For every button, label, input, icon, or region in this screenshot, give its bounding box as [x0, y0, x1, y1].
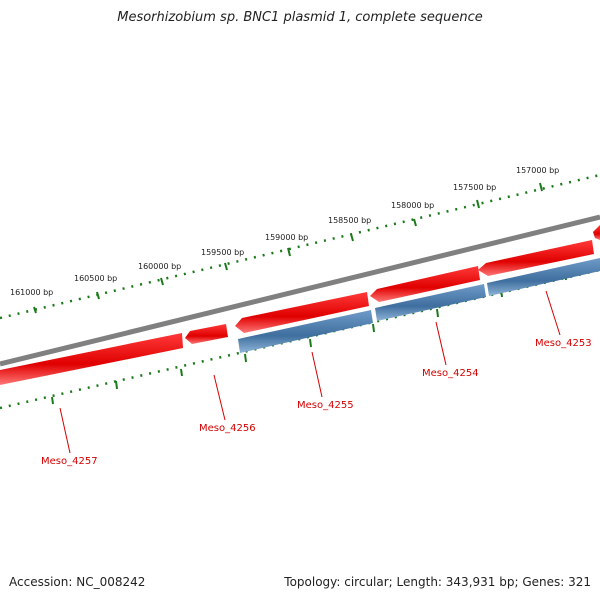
- gene-arrow-edge[interactable]: [593, 225, 600, 240]
- gene-arrow-meso-4253[interactable]: [478, 240, 594, 276]
- accession-text: Accession: NC_008242: [9, 575, 146, 589]
- gene-arrow-meso-4257[interactable]: [0, 333, 183, 385]
- ruler-labels: 161000 bp 160500 bp 160000 bp 159500 bp …: [10, 166, 559, 297]
- ruler-label: 160000 bp: [138, 262, 181, 271]
- gene-label[interactable]: Meso_4256: [199, 423, 256, 434]
- reverse-genes: [238, 258, 600, 353]
- ruler-label: 157500 bp: [453, 183, 496, 192]
- gene-label[interactable]: Meso_4253: [535, 338, 592, 349]
- topology-text: Topology: circular; Length: 343,931 bp; …: [284, 575, 591, 589]
- gene-label[interactable]: Meso_4255: [297, 400, 354, 411]
- gene-block-blue-2[interactable]: [375, 284, 486, 321]
- gene-labels: Meso_4257 Meso_4256 Meso_4255 Meso_4254 …: [41, 338, 592, 467]
- gene-arrow-meso-4254[interactable]: [370, 266, 480, 302]
- ruler-label: 160500 bp: [74, 274, 117, 283]
- ruler-label: 159000 bp: [265, 233, 308, 242]
- ruler-label: 158500 bp: [328, 216, 371, 225]
- gene-label[interactable]: Meso_4257: [41, 456, 98, 467]
- sequence-backbone: [0, 214, 600, 367]
- ruler-label: 159500 bp: [201, 248, 244, 257]
- gene-arrow-meso-4255[interactable]: [235, 292, 369, 333]
- outer-major-ticks: [33, 182, 543, 314]
- forward-genes: [0, 225, 600, 385]
- gene-leader-lines: [59, 290, 561, 454]
- map-title: Mesorhizobium sp. BNC1 plasmid 1, comple…: [117, 10, 483, 25]
- gene-block-blue-1[interactable]: [238, 310, 373, 353]
- gene-block-blue-3[interactable]: [487, 258, 600, 296]
- gene-arrow-meso-4256[interactable]: [185, 324, 228, 344]
- outer-ruler-arc: [0, 173, 600, 320]
- ruler-label: 157000 bp: [516, 166, 559, 175]
- gene-label[interactable]: Meso_4254: [422, 368, 479, 379]
- ruler-label: 161000 bp: [10, 288, 53, 297]
- ruler-label: 158000 bp: [391, 201, 434, 210]
